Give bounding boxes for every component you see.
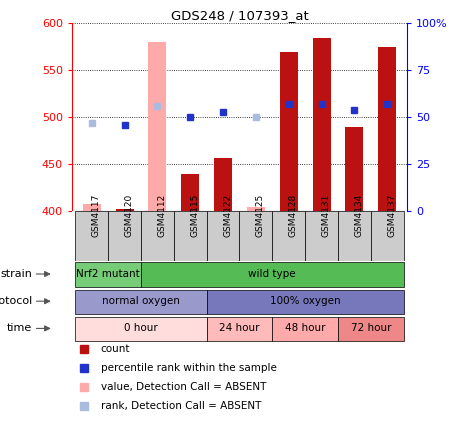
- Text: strain: strain: [0, 269, 32, 279]
- Text: 72 hour: 72 hour: [351, 323, 391, 334]
- Bar: [75, 290, 206, 314]
- Text: 24 hour: 24 hour: [219, 323, 260, 334]
- Text: value, Detection Call = ABSENT: value, Detection Call = ABSENT: [100, 382, 266, 392]
- Bar: [371, 211, 404, 261]
- Text: GSM4131: GSM4131: [321, 194, 331, 237]
- Text: 100% oxygen: 100% oxygen: [270, 296, 340, 306]
- Bar: [272, 211, 305, 261]
- Bar: [305, 211, 338, 261]
- Text: time: time: [7, 323, 32, 334]
- Text: 48 hour: 48 hour: [285, 323, 326, 334]
- Bar: [181, 174, 199, 211]
- Bar: [206, 211, 239, 261]
- Bar: [378, 47, 396, 211]
- Text: protocol: protocol: [0, 296, 32, 306]
- Bar: [338, 211, 371, 261]
- Bar: [206, 317, 272, 341]
- Title: GDS248 / 107393_at: GDS248 / 107393_at: [171, 9, 308, 22]
- Bar: [345, 127, 363, 211]
- Bar: [148, 42, 166, 211]
- Bar: [272, 317, 338, 341]
- Text: GSM4117: GSM4117: [92, 194, 101, 237]
- Text: GSM4115: GSM4115: [190, 194, 199, 237]
- Text: Nrf2 mutant: Nrf2 mutant: [76, 269, 140, 279]
- Text: GSM4112: GSM4112: [158, 194, 166, 237]
- Bar: [312, 37, 331, 211]
- Text: rank, Detection Call = ABSENT: rank, Detection Call = ABSENT: [100, 401, 261, 411]
- Text: 0 hour: 0 hour: [124, 323, 158, 334]
- Text: GSM4134: GSM4134: [354, 194, 363, 237]
- Bar: [206, 290, 404, 314]
- Bar: [83, 204, 101, 211]
- Text: wild type: wild type: [248, 269, 296, 279]
- Bar: [214, 158, 232, 211]
- Text: count: count: [100, 344, 130, 354]
- Bar: [108, 211, 141, 261]
- Bar: [174, 211, 206, 261]
- Bar: [75, 262, 141, 287]
- Text: GSM4137: GSM4137: [387, 194, 396, 237]
- Text: GSM4128: GSM4128: [289, 194, 298, 237]
- Text: normal oxygen: normal oxygen: [102, 296, 180, 306]
- Bar: [338, 317, 404, 341]
- Bar: [247, 207, 265, 211]
- Bar: [279, 52, 298, 211]
- Bar: [141, 211, 174, 261]
- Text: GSM4120: GSM4120: [125, 194, 133, 237]
- Bar: [141, 262, 404, 287]
- Text: percentile rank within the sample: percentile rank within the sample: [100, 363, 276, 373]
- Bar: [116, 209, 133, 211]
- Bar: [75, 317, 206, 341]
- Text: GSM4125: GSM4125: [256, 194, 265, 237]
- Bar: [75, 211, 108, 261]
- Text: GSM4122: GSM4122: [223, 194, 232, 237]
- Bar: [239, 211, 272, 261]
